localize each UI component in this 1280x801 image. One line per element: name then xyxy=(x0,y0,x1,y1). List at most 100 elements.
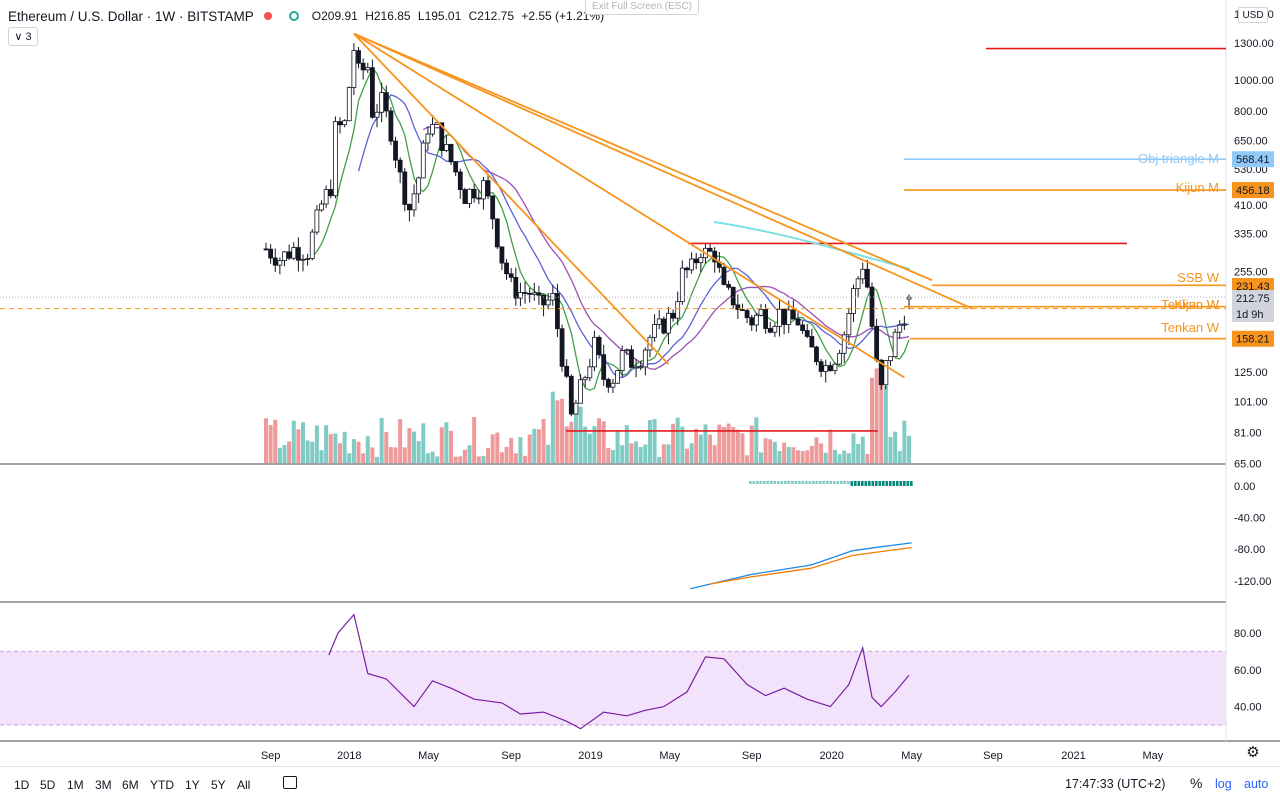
timeframe-5y[interactable]: 5Y xyxy=(211,778,226,792)
candle-body xyxy=(476,197,482,200)
volume-bar xyxy=(657,456,662,463)
timeframe-1y[interactable]: 1Y xyxy=(185,778,200,792)
volume-bar xyxy=(388,447,393,463)
candle-body xyxy=(494,218,500,248)
candle-body xyxy=(328,189,334,197)
candle-body xyxy=(444,143,449,151)
price-badge xyxy=(1232,290,1274,306)
candle-body xyxy=(374,111,380,118)
osc-histogram-bar xyxy=(878,481,882,486)
volume-bar xyxy=(305,440,310,463)
candle-body xyxy=(823,365,829,372)
candle-body xyxy=(448,143,454,163)
price-badge-label: 456.18 xyxy=(1236,185,1270,197)
osc-histogram-bar xyxy=(892,481,896,486)
candle-body xyxy=(305,258,311,260)
candle-body xyxy=(564,365,570,377)
candle-body xyxy=(430,124,435,135)
volume-bar xyxy=(745,455,750,463)
osc-histogram-bar xyxy=(777,481,780,484)
candle-body xyxy=(846,313,852,336)
level-annotation-label: Kijun M xyxy=(1176,180,1219,195)
candle-body xyxy=(263,248,269,251)
candle-body xyxy=(864,268,870,288)
candle-body xyxy=(323,189,329,205)
candle-body xyxy=(411,193,417,211)
volume-bar xyxy=(735,429,740,463)
candle-body xyxy=(416,177,422,195)
candle-body xyxy=(814,346,819,363)
indicator-collapse-button[interactable]: ∨ 3 xyxy=(8,27,38,46)
currency-badge[interactable]: USD xyxy=(1238,7,1268,23)
osc-histogram-bar xyxy=(805,481,808,484)
osc-histogram-bar xyxy=(875,481,878,486)
candle-body xyxy=(767,328,773,333)
osc-histogram-bar xyxy=(889,481,892,486)
candle-body xyxy=(601,354,607,380)
settings-gear-icon[interactable]: ⚙ xyxy=(1246,744,1260,761)
symbol-title[interactable]: Ethereum / U.S. Dollar · 1W · BITSTAMP xyxy=(8,8,254,24)
trendline xyxy=(353,32,905,379)
auto-toggle[interactable]: auto xyxy=(1244,777,1269,791)
osc-histogram-bar xyxy=(749,481,752,484)
osc-histogram-bar xyxy=(794,481,798,484)
volume-bar xyxy=(569,421,574,463)
timeframe-1m[interactable]: 1M xyxy=(67,778,84,792)
timeframe-5d[interactable]: 5D xyxy=(40,778,56,792)
volume-bar xyxy=(375,456,380,463)
osc-histogram-bar xyxy=(787,481,791,484)
candle-body xyxy=(504,262,509,275)
level-annotation-label: Kijun W xyxy=(1174,297,1220,312)
volume-bar xyxy=(712,445,717,463)
volume-bar xyxy=(842,450,847,463)
volume-bar xyxy=(324,425,329,463)
candle-body xyxy=(744,310,750,319)
price-tick-label: 800.00 xyxy=(1234,106,1268,118)
volume-bar xyxy=(379,417,384,463)
timeframe-all[interactable]: All xyxy=(237,778,251,792)
exit-fullscreen-button[interactable]: Exit Full Screen (ESC) xyxy=(585,0,699,15)
volume-bar xyxy=(472,417,477,463)
volume-bar xyxy=(407,428,412,463)
osc-histogram-bar xyxy=(784,481,787,484)
volume-bar xyxy=(476,456,481,463)
timeframe-3m[interactable]: 3M xyxy=(95,778,112,792)
volume-bar xyxy=(310,441,315,463)
price-badge xyxy=(1232,306,1274,322)
osc-histogram-bar xyxy=(752,481,756,484)
percent-toggle[interactable]: % xyxy=(1190,775,1203,791)
osc-histogram-bar xyxy=(791,481,794,484)
timeframe-ytd[interactable]: YTD xyxy=(150,778,174,792)
volume-bar xyxy=(499,452,504,463)
volume-bar xyxy=(638,447,643,463)
volume-bar xyxy=(546,444,551,463)
candle-body xyxy=(786,309,792,325)
candle-body xyxy=(753,314,759,326)
osc-histogram-bar xyxy=(871,481,875,486)
osc-histogram-bar xyxy=(861,481,864,486)
goto-date-icon[interactable] xyxy=(283,776,297,789)
log-toggle[interactable]: log xyxy=(1215,777,1232,791)
volume-bar xyxy=(273,419,278,463)
price-tick-label: 1000.00 xyxy=(1234,75,1274,87)
candle-body xyxy=(314,209,320,233)
candle-body xyxy=(629,349,634,368)
candle-body xyxy=(897,324,903,333)
volume-bar xyxy=(435,456,440,463)
volume-bar xyxy=(356,441,361,463)
volume-bar xyxy=(564,426,569,463)
volume-bar xyxy=(717,424,722,463)
volume-bar xyxy=(536,429,541,463)
candle-body xyxy=(462,189,468,204)
volume-bar xyxy=(907,435,911,463)
timeframe-1d[interactable]: 1D xyxy=(14,778,30,792)
candle-body xyxy=(522,292,528,294)
price-tick-label: 65.00 xyxy=(1234,459,1262,471)
volume-bar xyxy=(666,444,671,463)
volume-bar xyxy=(809,445,814,463)
timeframe-6m[interactable]: 6M xyxy=(122,778,139,792)
bottom-toolbar: 1D 5D 1M 3M 6M YTD 1Y 5Y All 17:47:33 (U… xyxy=(0,766,1280,801)
clock[interactable]: 17:47:33 (UTC+2) xyxy=(1065,777,1166,791)
candle-body xyxy=(721,267,727,285)
